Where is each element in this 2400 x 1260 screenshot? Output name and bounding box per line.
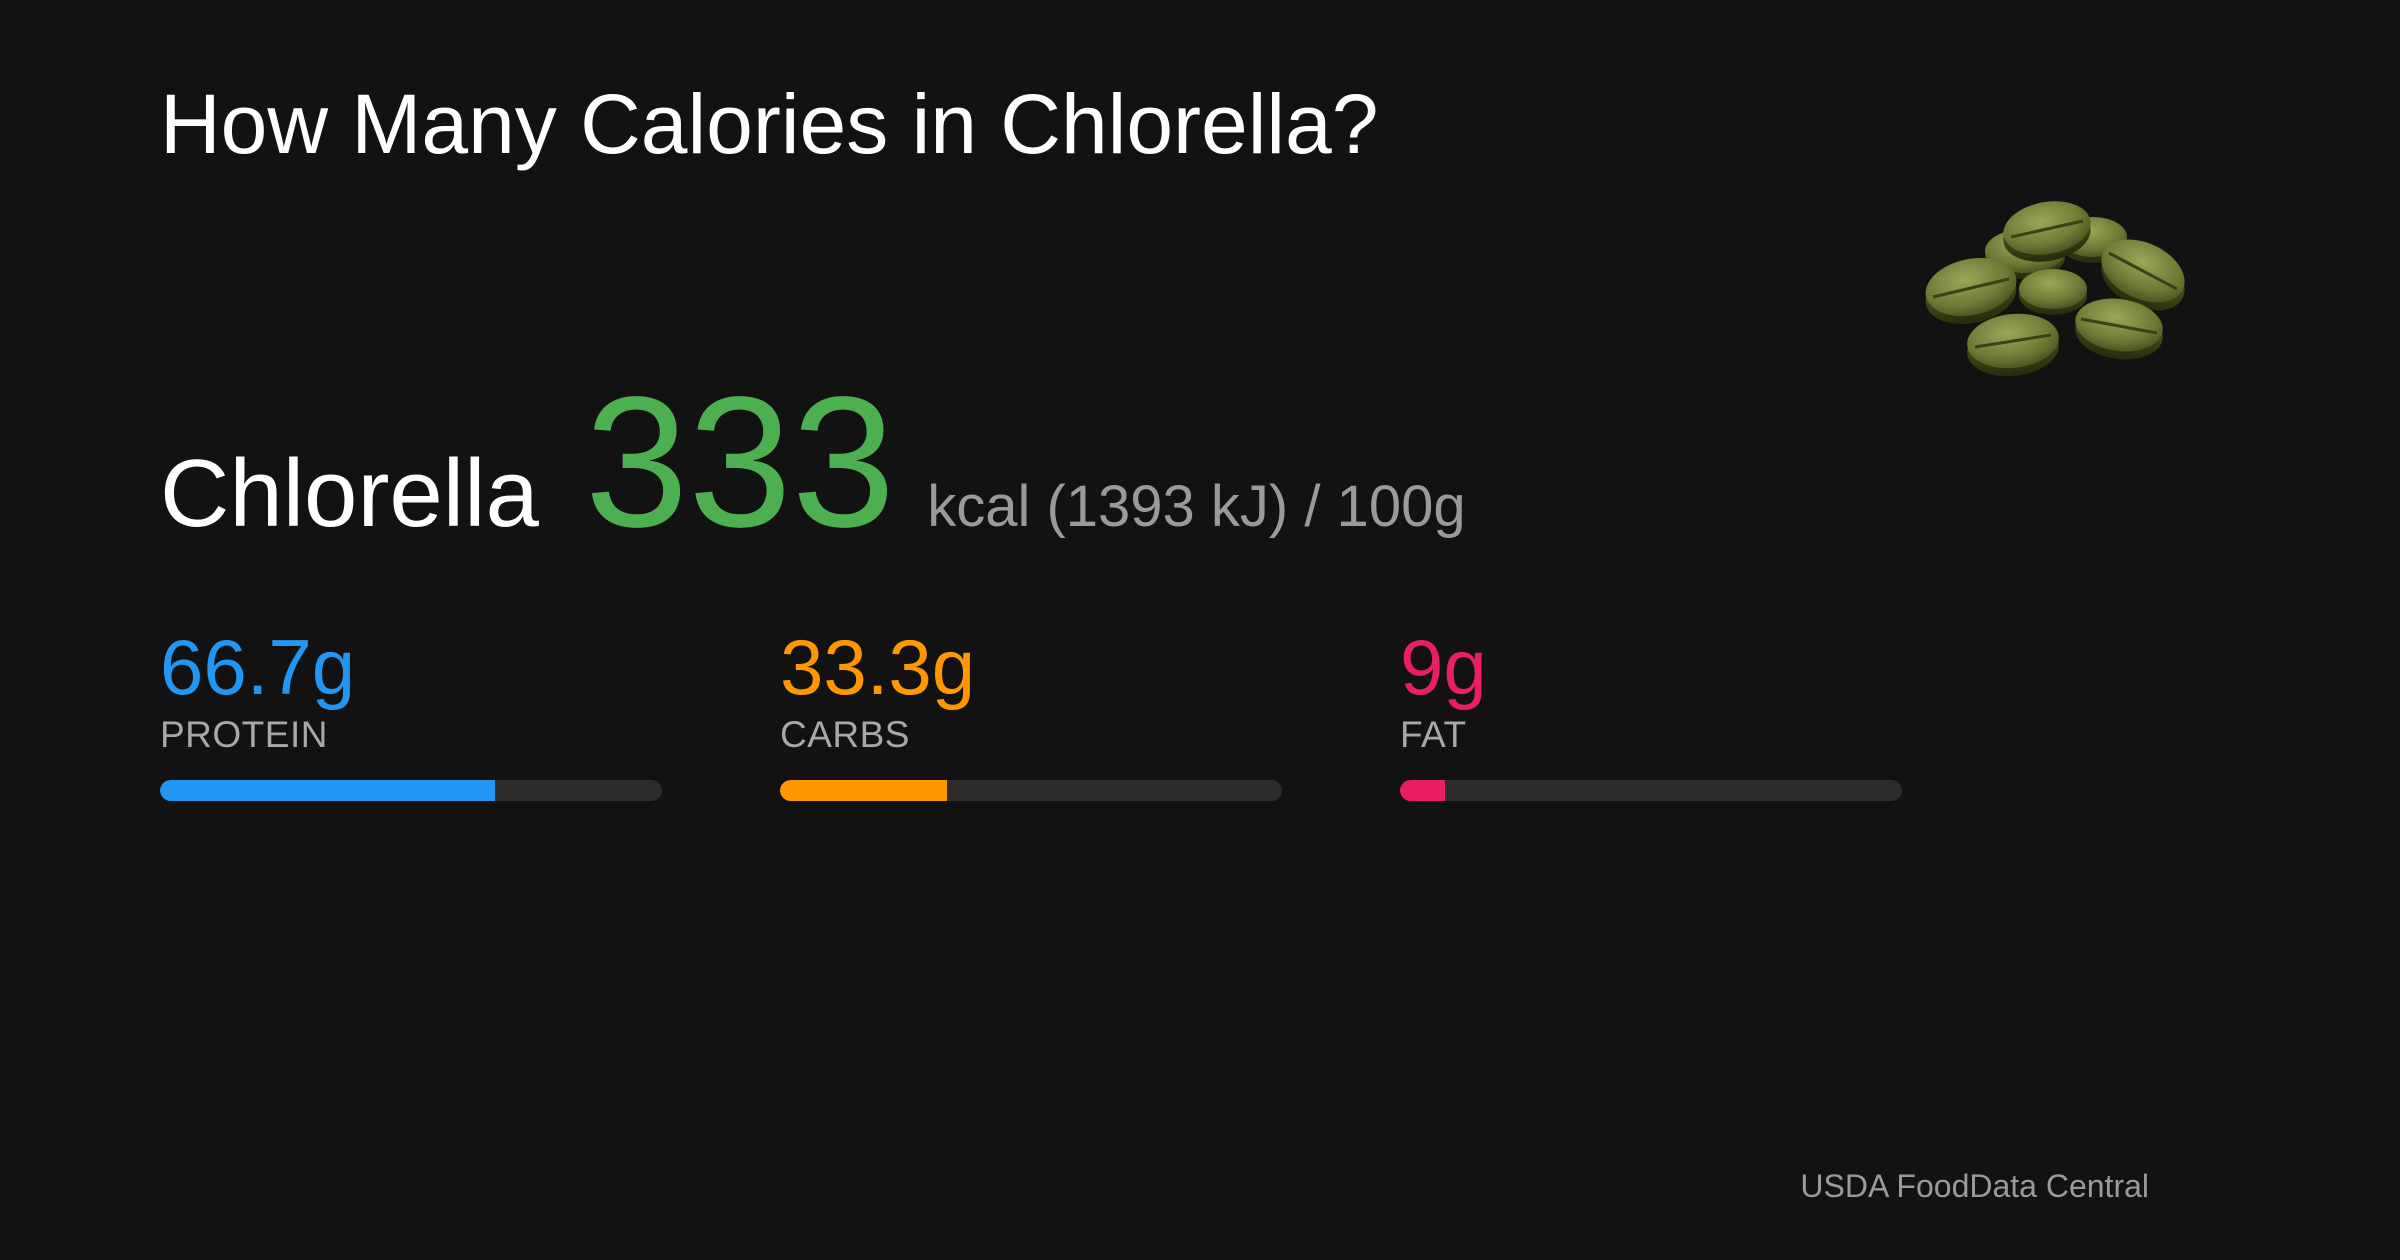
progress-bar-fill [1400, 780, 1446, 801]
data-source: USDA FoodData Central [1800, 1168, 2149, 1204]
macro-protein: 66.7g PROTEIN [160, 623, 662, 801]
macro-label: CARBS [780, 714, 910, 755]
progress-bar-track [780, 780, 1282, 801]
progress-bar-track [1400, 780, 1902, 801]
macro-value: 9g [1400, 623, 1487, 711]
calorie-summary: Chlorella 333 kcal (1393 kJ) / 100g [160, 370, 1466, 570]
progress-bar-track [160, 780, 662, 801]
calorie-unit: kcal (1393 kJ) / 100g [927, 474, 1466, 539]
macro-label: PROTEIN [160, 714, 328, 755]
progress-bar-fill [780, 780, 948, 801]
macro-label: FAT [1400, 714, 1467, 755]
page-title: How Many Calories in Chlorella? [160, 77, 1379, 171]
calorie-value: 333 [584, 359, 896, 566]
chlorella-tablets-icon [1925, 201, 2185, 377]
progress-bar-fill [160, 780, 495, 801]
macro-value: 66.7g [160, 623, 356, 711]
macro-carbs: 33.3g CARBS [780, 623, 1282, 801]
macro-value: 33.3g [780, 623, 976, 711]
macro-fat: 9g FAT [1400, 623, 1902, 801]
food-name: Chlorella [160, 440, 539, 547]
